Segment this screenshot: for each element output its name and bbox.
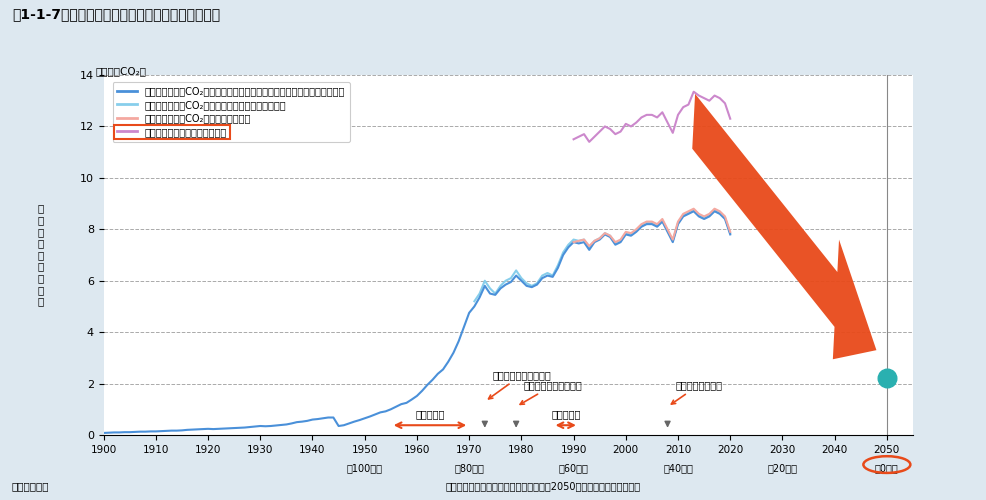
Text: （100歳）: （100歳） <box>346 463 383 473</box>
Text: （0歳）: （0歳） <box>875 463 898 473</box>
Polygon shape <box>691 94 876 359</box>
Point <box>879 374 894 382</box>
Text: （億トンCO₂）: （億トンCO₂） <box>96 66 147 76</box>
Text: （60歳）: （60歳） <box>558 463 588 473</box>
Y-axis label: 温
室
効
果
ガ
ス
排
出
量: 温 室 効 果 ガ ス 排 出 量 <box>37 204 44 306</box>
Legend: エネルギー起源CO₂排出量（米国エネルギー省オークリッジ国立研究所）, エネルギー起源CO₂排出量（国際エネルギー機関）, エネルギー起源CO₂排出量（環境省）: エネルギー起源CO₂排出量（米国エネルギー省オークリッジ国立研究所）, エネルギ… <box>112 82 349 142</box>
Text: 図1-1-7　我が国の温室効果ガス排出量と長期目標: 図1-1-7 我が国の温室効果ガス排出量と長期目標 <box>12 8 220 22</box>
Text: リーマンショック: リーマンショック <box>670 380 722 404</box>
Text: （　）内の年齢は、各年に生まれた人が2050年を迎えたときの年齢。: （ ）内の年齢は、各年に生まれた人が2050年を迎えたときの年齢。 <box>445 481 640 491</box>
Text: （80歳）: （80歳） <box>454 463 483 473</box>
Text: 高度成長期: 高度成長期 <box>415 410 445 420</box>
Text: （40歳）: （40歳） <box>663 463 692 473</box>
Text: （20歳）: （20歳） <box>767 463 797 473</box>
Text: 第二次オイルショック: 第二次オイルショック <box>520 380 582 404</box>
Text: 第一次オイルショック: 第一次オイルショック <box>488 370 551 399</box>
Text: バブル景気: バブル景気 <box>550 410 580 420</box>
Text: 資料：環境省: 資料：環境省 <box>12 481 49 491</box>
